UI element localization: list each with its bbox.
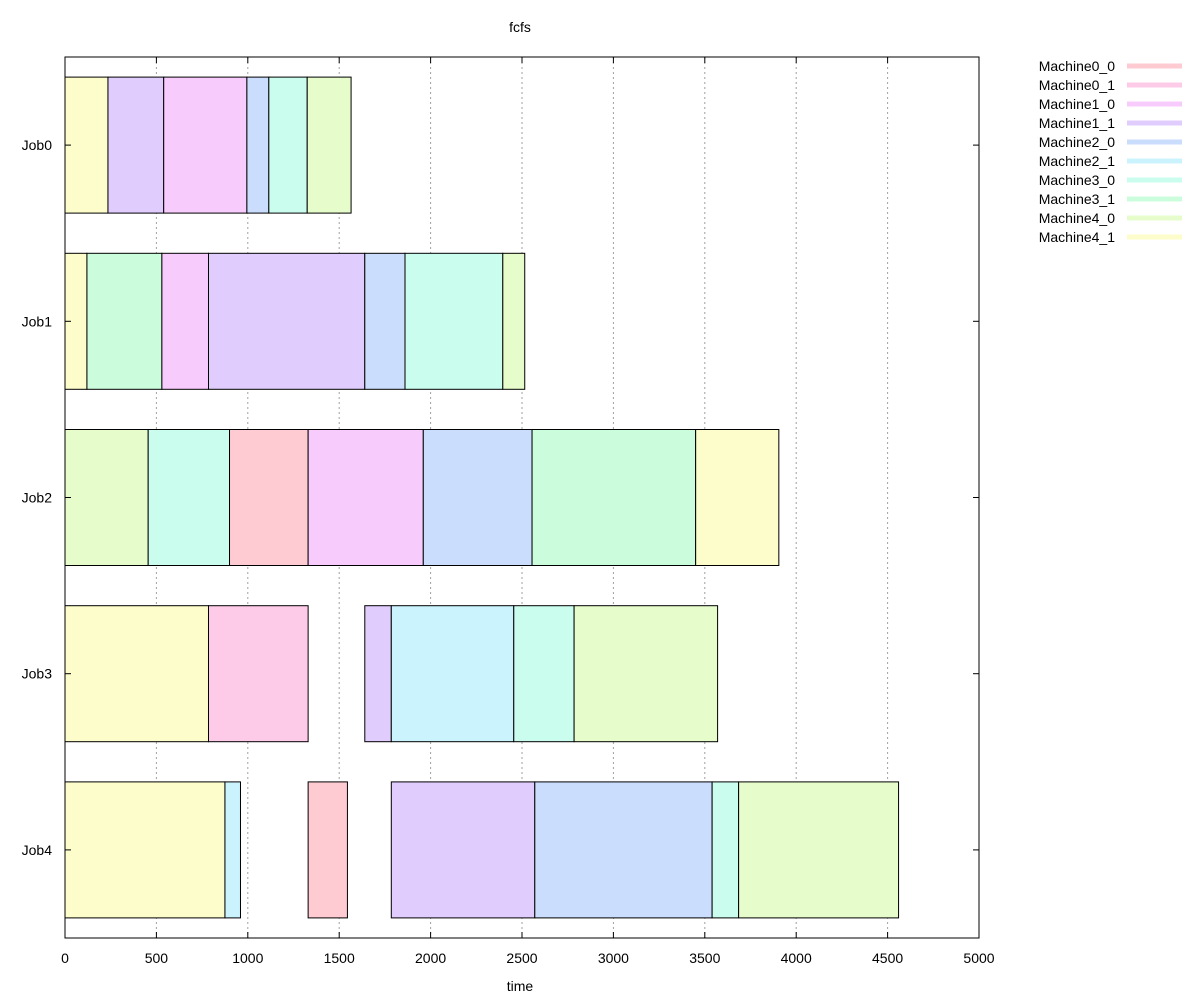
task-bar bbox=[163, 76, 248, 214]
task-bar bbox=[390, 781, 536, 919]
x-tick-label: 1000 bbox=[232, 950, 263, 966]
task-bar bbox=[364, 252, 406, 390]
x-tick-label: 3000 bbox=[598, 950, 629, 966]
axis-layer: 0 500 1000 1500 2000 2500 3000 3500 4000 4500 5000… bbox=[22, 57, 995, 966]
task-bar bbox=[573, 605, 719, 743]
job-label: Job0 bbox=[22, 137, 53, 153]
x-tick-label: 0 bbox=[61, 950, 69, 966]
x-tick-label: 1500 bbox=[324, 950, 355, 966]
legend-label: Machine1_1 bbox=[1039, 115, 1115, 131]
task-bar bbox=[207, 252, 366, 390]
task-bar bbox=[738, 781, 900, 919]
legend-label: Machine3_1 bbox=[1039, 191, 1115, 207]
task-bar bbox=[307, 429, 424, 566]
x-tick-label: 500 bbox=[145, 950, 169, 966]
task-bar bbox=[531, 429, 697, 566]
task-bar bbox=[534, 781, 713, 919]
legend-label: Machine0_1 bbox=[1039, 77, 1115, 93]
x-tick-label: 2500 bbox=[506, 950, 537, 966]
legend-label: Machine1_0 bbox=[1039, 96, 1115, 112]
task-bar bbox=[107, 76, 165, 214]
job-label: Job4 bbox=[22, 842, 53, 858]
x-tick-label: 5000 bbox=[963, 950, 994, 966]
task-bar bbox=[229, 429, 309, 566]
job-label: Job1 bbox=[22, 313, 53, 329]
legend-label: Machine0_0 bbox=[1039, 58, 1115, 74]
task-bar bbox=[695, 429, 780, 566]
x-tick-label: 4000 bbox=[781, 950, 812, 966]
task-bar bbox=[64, 76, 109, 214]
x-tick-label: 2000 bbox=[415, 950, 446, 966]
task-bar bbox=[246, 76, 270, 214]
x-tick-label: 4500 bbox=[872, 950, 903, 966]
task-bar bbox=[86, 252, 163, 390]
job-label: Job2 bbox=[22, 490, 53, 506]
legend-label: Machine2_1 bbox=[1039, 153, 1115, 169]
task-bar bbox=[404, 252, 504, 390]
task-bar bbox=[64, 429, 149, 566]
task-bar bbox=[224, 781, 241, 919]
x-axis-label: time bbox=[507, 978, 534, 994]
task-bar bbox=[502, 252, 526, 390]
task-bar bbox=[64, 605, 209, 743]
legend-label: Machine4_1 bbox=[1039, 229, 1115, 245]
task-bar bbox=[64, 781, 226, 919]
task-bar bbox=[207, 605, 309, 743]
task-bar bbox=[422, 429, 533, 566]
task-bar bbox=[711, 781, 740, 919]
task-bar bbox=[307, 781, 348, 919]
task-bar bbox=[161, 252, 209, 390]
legend: Machine0_0 Machine0_1 Machine1_0 Machine1_1… bbox=[1039, 58, 1182, 245]
bar-layer bbox=[64, 76, 900, 919]
legend-label: Machine4_0 bbox=[1039, 210, 1115, 226]
task-bar bbox=[147, 429, 231, 566]
task-bar bbox=[364, 605, 392, 743]
chart-title: fcfs bbox=[509, 19, 531, 35]
task-bar bbox=[513, 605, 575, 743]
task-bar bbox=[268, 76, 308, 214]
task-bar bbox=[390, 605, 515, 743]
legend-label: Machine3_0 bbox=[1039, 172, 1115, 188]
legend-label: Machine2_0 bbox=[1039, 134, 1115, 150]
job-label: Job3 bbox=[22, 666, 53, 682]
x-tick-label: 3500 bbox=[689, 950, 720, 966]
task-bar bbox=[306, 76, 352, 214]
